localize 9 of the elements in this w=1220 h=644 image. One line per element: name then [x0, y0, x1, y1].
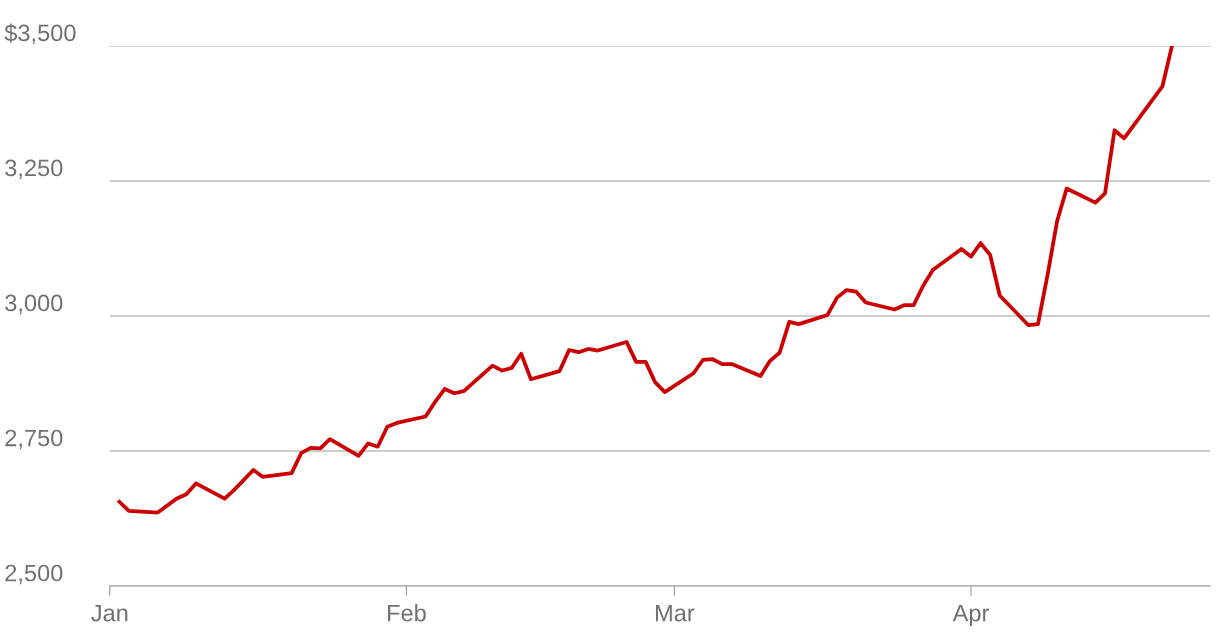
y-tick-label: 2,750	[5, 429, 63, 450]
y-tick-label: 2,500	[5, 564, 63, 585]
x-tick-label: Mar	[655, 604, 695, 622]
x-tick-label: Jan	[91, 604, 128, 622]
x-tick-label: Feb	[388, 604, 426, 622]
y-tick-label: 3,000	[5, 294, 63, 315]
y-tick-label: 3,250	[5, 159, 63, 180]
y-tick-label: $3,500	[4, 23, 76, 45]
x-tick-label: Apr	[952, 604, 989, 627]
